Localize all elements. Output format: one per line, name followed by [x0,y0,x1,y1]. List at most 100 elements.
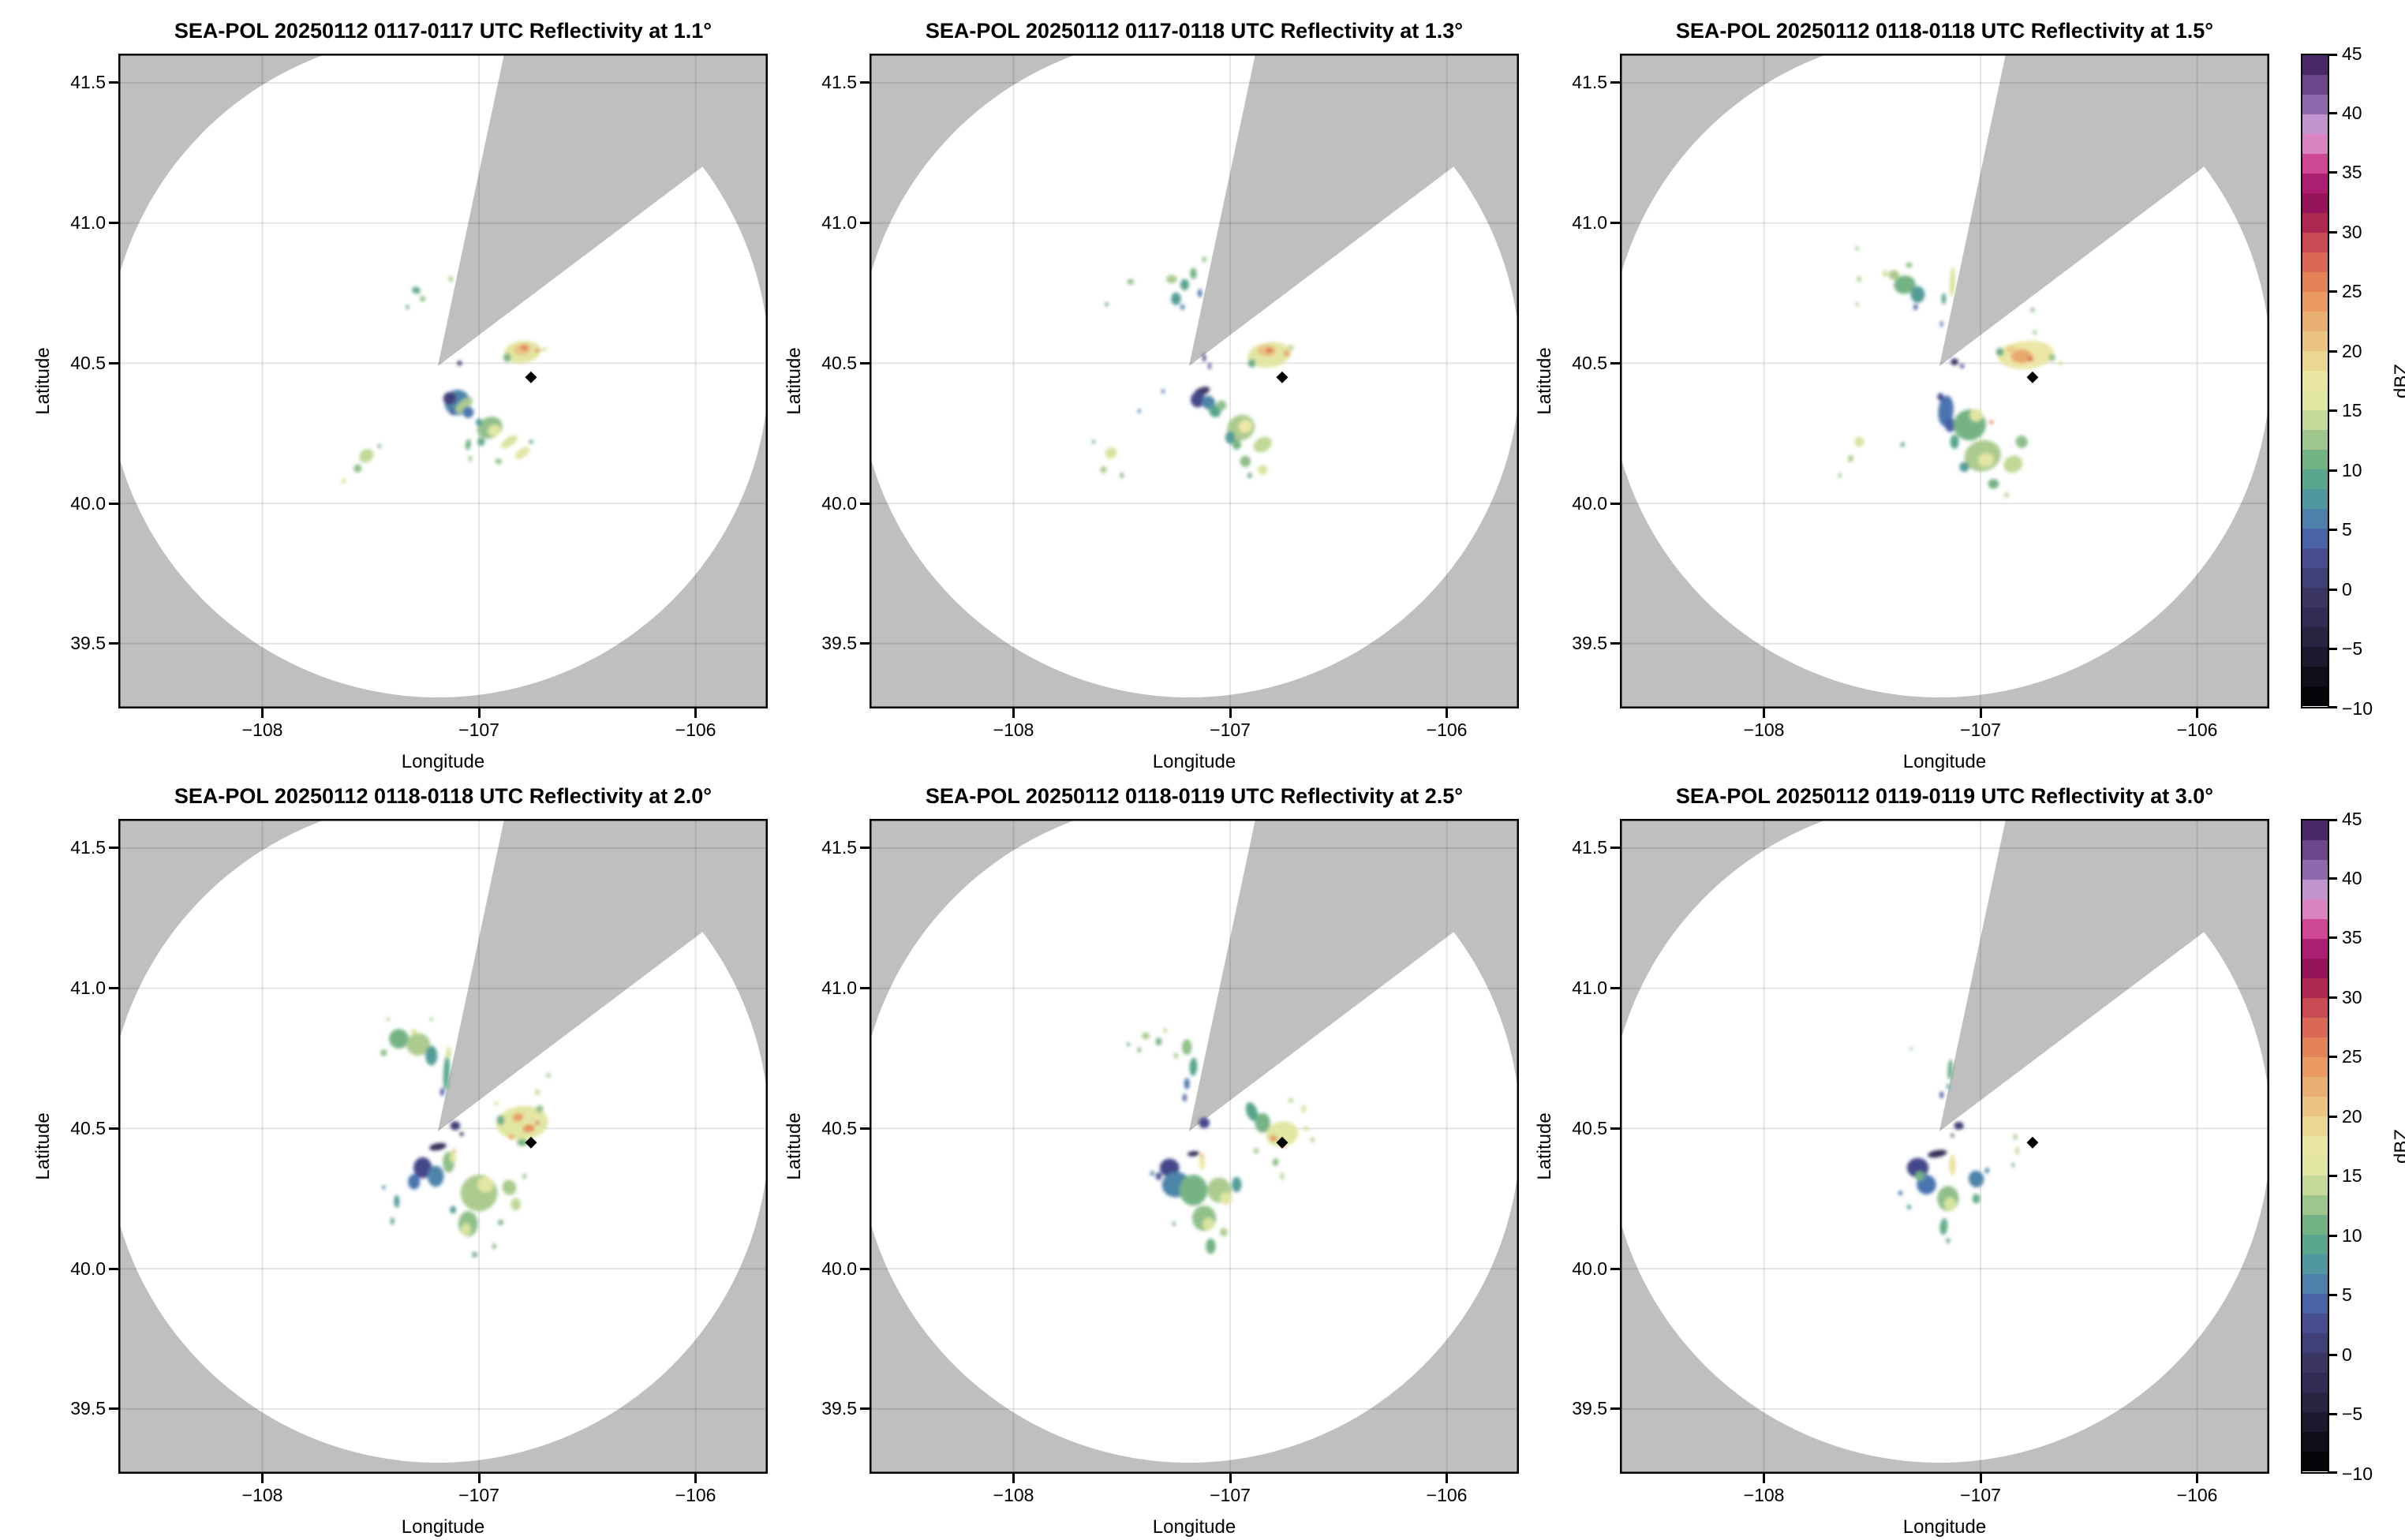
radar-echo [459,1131,464,1137]
colorbar-units-label: dBZ [2391,1128,2405,1164]
radar-echo [1977,453,1995,468]
radar-echo [1202,256,1206,263]
radar-echo [1150,1171,1154,1176]
x-tick-label: −107 [458,1485,499,1505]
radar-echo [1182,1093,1187,1102]
y-tick-label: 40.0 [821,492,857,514]
y-tick [109,502,118,505]
y-tick-label: 39.5 [1572,633,1607,654]
colorbar-band [2302,978,2328,998]
y-tick-label: 40.0 [1572,1258,1607,1279]
radar-echo [450,1150,456,1163]
radar-echo [508,1134,515,1140]
y-tick-label: 39.5 [70,633,106,654]
colorbar-band [2302,1392,2328,1412]
blocked-sector-wedge [437,819,768,1131]
colorbar-tick [2329,1056,2337,1059]
colorbar-band [2302,55,2328,75]
y-tick-label: 40.0 [70,1258,106,1279]
radar-echo [1910,286,1925,303]
colorbar-band [2302,1314,2328,1333]
radar-echo [1951,1134,1954,1138]
x-tick-label: −106 [1426,720,1468,740]
colorbar-tick [2329,54,2337,56]
colorbar-tick-label: −5 [2342,1404,2363,1425]
radar-echo [472,1251,478,1258]
colorbar-band [2302,860,2328,880]
colorbar-tick [2329,819,2337,821]
radar-echo [1171,292,1181,305]
colorbar-tick-label: 25 [2342,281,2362,302]
colorbar-band [2302,174,2328,193]
y-tick-label: 41.0 [70,212,106,234]
y-tick [860,81,870,84]
radar-echo [1166,275,1177,284]
radar-echo [1120,473,1124,479]
plot-border [1620,54,2269,708]
colorbar-tick [2329,1353,2337,1356]
y-tick [860,1267,870,1270]
radar-echo [534,1090,540,1095]
radar-echo [412,286,421,294]
plot-border [118,819,768,1474]
x-tick [694,708,698,718]
site-marker-icon [1276,1136,1289,1149]
x-tick [261,708,264,718]
radar-echo [353,464,362,473]
radar-echo [1909,1047,1913,1050]
x-tick-label: −106 [2176,720,2218,740]
y-tick-label: 41.0 [1572,977,1607,999]
radar-echo [2004,492,2009,498]
radar-echo [500,435,518,449]
y-tick [860,1127,870,1130]
colorbar-band [2302,75,2328,95]
radar-echo [1105,447,1117,459]
colorbar-tick [2329,111,2337,114]
colorbar-tick-label: −5 [2342,638,2363,660]
colorbar-tick-label: 5 [2342,519,2352,540]
radar-echo [1202,353,1206,362]
radar-echo [496,1105,548,1140]
colorbar-tick-label: 30 [2342,986,2362,1007]
y-tick-label: 39.5 [1572,1398,1607,1419]
radar-echo [386,1017,391,1022]
radar-echo [1939,1091,1944,1099]
reflectivity-echo-layer [1092,256,1295,479]
x-tick-label: −108 [993,720,1034,740]
y-tick [1610,222,1620,225]
radar-echo [420,296,426,302]
colorbar-band [2302,667,2328,686]
radar-echo [2027,356,2034,362]
radar-echo [1206,1238,1216,1254]
radar-echo [546,1072,551,1078]
colorbar-band [2302,998,2328,1018]
colorbar-tick [2329,290,2337,293]
radar-echo [512,1112,524,1122]
radar-echo [1950,435,1959,449]
colorbar-band [2302,312,2328,331]
radar-echo [468,455,473,462]
panel-title: SEA-POL 20250112 0119-0119 UTC Reflectiv… [1675,784,2214,808]
colorbar [2301,819,2329,1474]
x-tick-label: −107 [458,720,499,740]
colorbar-band [2302,1037,2328,1057]
x-axis-label: Longitude [1152,751,1236,772]
radar-echo [535,1120,540,1125]
radar-echo [1854,436,1865,447]
colorbar-band [2302,213,2328,233]
colorbar-tick [2329,1471,2337,1474]
radar-echo [477,437,485,447]
colorbar-tick [2329,349,2337,353]
x-tick [477,708,481,718]
y-tick [109,222,118,225]
colorbar [2301,54,2329,708]
colorbar-band [2302,1294,2328,1314]
y-tick [109,987,118,990]
blocked-sector-wedge [437,54,768,366]
radar-echo [1949,1154,1956,1176]
radar-echo [522,1124,535,1133]
radar-echo [1951,358,1958,366]
colorbar-band [2302,1136,2328,1156]
radar-echo [475,418,483,426]
y-tick-label: 41.5 [70,72,106,93]
